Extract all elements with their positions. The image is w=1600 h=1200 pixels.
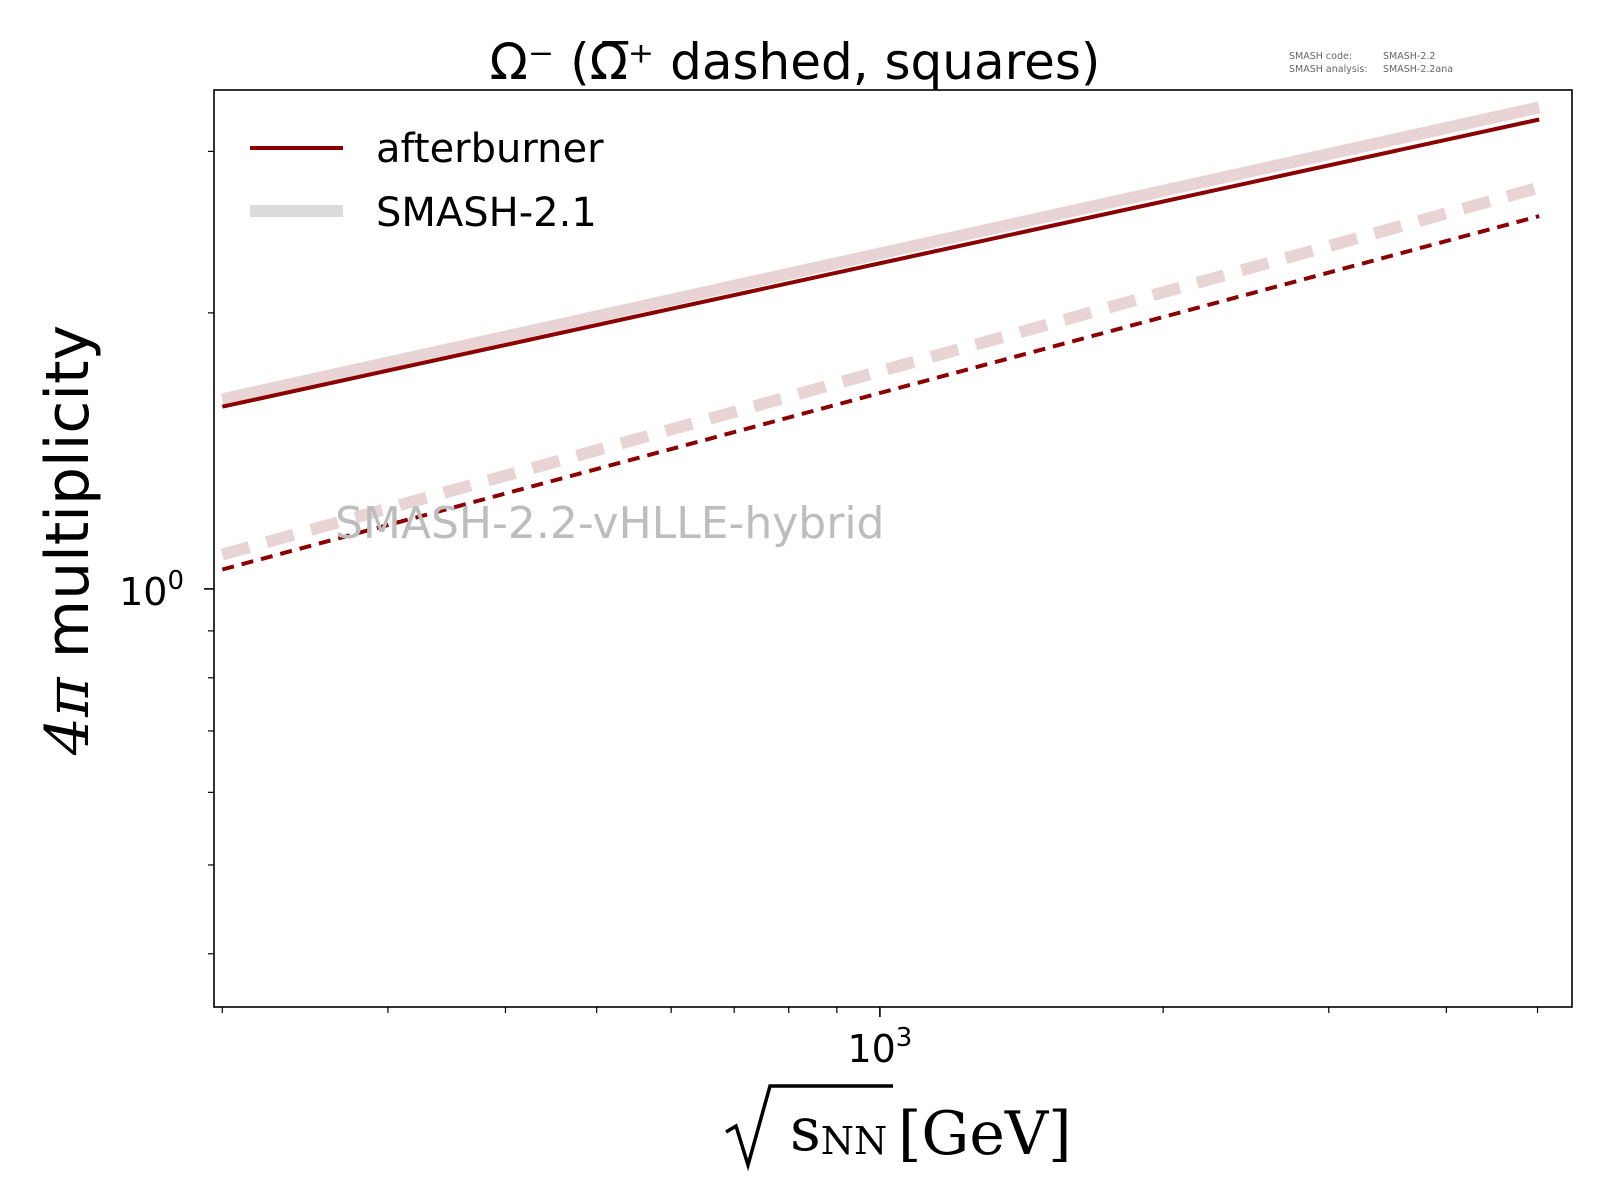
plot-frame bbox=[213, 89, 1573, 1008]
y-axis-label-pi: π bbox=[33, 676, 103, 718]
version-analysis-value: SMASH-2.2ana bbox=[1383, 64, 1453, 75]
tick-marks bbox=[204, 150, 1539, 1017]
x-axis-label-symbol: sNN bbox=[790, 1095, 887, 1165]
series-line-afterburner-dashed bbox=[221, 214, 1540, 572]
legend-label-smash-2-1: SMASH-2.1 bbox=[376, 190, 597, 236]
version-code-value: SMASH-2.2 bbox=[1383, 51, 1435, 62]
y-axis-label: 4π multiplicity bbox=[33, 325, 103, 756]
x-axis-label: sNN [GeV] bbox=[725, 1084, 1072, 1172]
series-line-smash-2-1-solid bbox=[221, 101, 1541, 406]
series-line-afterburner-solid bbox=[221, 117, 1540, 409]
version-info: SMASH code: SMASH-2.2 SMASH analysis: SM… bbox=[1289, 51, 1453, 75]
version-analysis-label: SMASH analysis: bbox=[1289, 64, 1368, 75]
version-code-label: SMASH code: bbox=[1289, 51, 1352, 62]
y-tick-label: 100 bbox=[119, 566, 184, 614]
svg-text:4π multiplicity: 4π multiplicity bbox=[33, 325, 103, 756]
tick-labels: 103 100 bbox=[119, 566, 912, 1071]
y-axis-label-prefix: 4 bbox=[33, 717, 103, 756]
x-axis-label-var: s bbox=[790, 1095, 821, 1165]
x-axis-label-unit: [GeV] bbox=[898, 1099, 1072, 1169]
sqrt-symbol bbox=[725, 1084, 893, 1172]
x-axis-label-subscript: NN bbox=[821, 1119, 888, 1163]
watermark-annotation: SMASH-2.2-vHLLE-hybrid bbox=[335, 498, 884, 549]
legend: afterburner SMASH-2.1 bbox=[250, 126, 604, 236]
x-tick-label: 103 bbox=[847, 1023, 912, 1071]
y-axis-label-text: multiplicity bbox=[33, 325, 103, 678]
legend-label-afterburner: afterburner bbox=[376, 126, 604, 172]
chart-title: Ω⁻ (Ω̅⁺ dashed, squares) bbox=[490, 33, 1101, 91]
plot-series bbox=[220, 101, 1541, 572]
